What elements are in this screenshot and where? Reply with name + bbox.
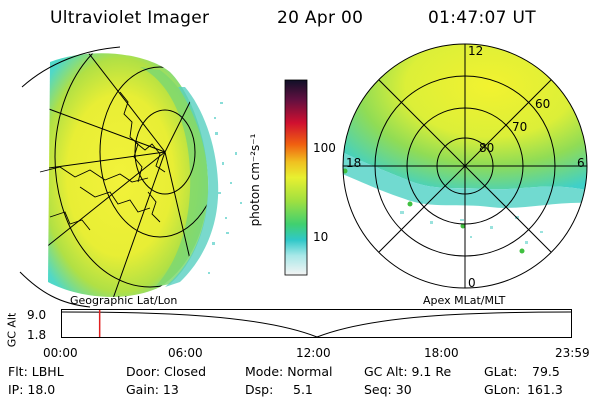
status-dsp-label: Dsp: xyxy=(245,382,274,397)
app-title: Ultraviolet Imager xyxy=(50,8,210,28)
timeline-ytick-bottom: 1.8 xyxy=(27,328,47,342)
mlat-label-80: 80 xyxy=(479,141,495,155)
status-glon-value: 161.3 xyxy=(527,382,563,397)
timeline-ytick-top: 9.0 xyxy=(27,308,47,322)
timeline-xtick-0600: 06:00 xyxy=(168,346,203,360)
altitude-curve xyxy=(61,311,572,338)
mlt-label-0: 0 xyxy=(468,276,476,290)
mlt-label-6: 6 xyxy=(577,156,585,170)
status-seq: Seq: 30 xyxy=(364,382,412,397)
color-scale-bar xyxy=(284,79,308,276)
timeline-xtick-1800: 18:00 xyxy=(424,346,459,360)
status-mode: Mode: Normal xyxy=(245,364,333,379)
timeline-xtick-1200: 12:00 xyxy=(296,346,331,360)
status-door: Door: Closed xyxy=(126,364,207,379)
status-filter: Flt: LBHL xyxy=(8,364,64,379)
timeline-frame xyxy=(61,309,572,338)
geographic-panel-label: Geographic Lat/Lon xyxy=(70,294,178,307)
geographic-globe-image xyxy=(19,46,242,308)
header-date: 20 Apr 00 xyxy=(277,8,364,28)
mlat-label-60: 60 xyxy=(535,97,551,111)
mlt-label-12: 12 xyxy=(468,44,484,58)
status-gain: Gain: 13 xyxy=(126,382,179,397)
mlt-label-18: 18 xyxy=(346,156,362,170)
apex-panel-label: Apex MLat/MLT xyxy=(423,294,506,307)
header-time: 01:47:07 UT xyxy=(428,8,536,28)
timeline-axis-label-wrap: GC Alt xyxy=(2,310,22,350)
timeline-xtick-0000: 00:00 xyxy=(43,346,78,360)
status-glat-value: 79.5 xyxy=(532,364,560,379)
status-glon-label: GLon: xyxy=(484,382,521,397)
colorbar-unit-label: photon cm⁻²s⁻¹ xyxy=(248,133,262,227)
colorbar-tick-10: 10 xyxy=(313,230,329,244)
timeline-axis-label: GC Alt xyxy=(5,312,19,348)
status-dsp-value: 5.1 xyxy=(293,382,313,397)
altitude-timeline[interactable] xyxy=(61,309,573,339)
status-gc-alt: GC Alt: 9.1 Re xyxy=(364,364,452,379)
status-glat-label: GLat: xyxy=(484,364,518,379)
mlat-label-70: 70 xyxy=(512,120,528,134)
timeline-xtick-2359: 23:59 xyxy=(555,346,590,360)
polar-mlt-plot xyxy=(342,43,588,289)
status-ip: IP: 18.0 xyxy=(8,382,56,397)
colorbar-tick-100: 100 xyxy=(313,141,336,155)
